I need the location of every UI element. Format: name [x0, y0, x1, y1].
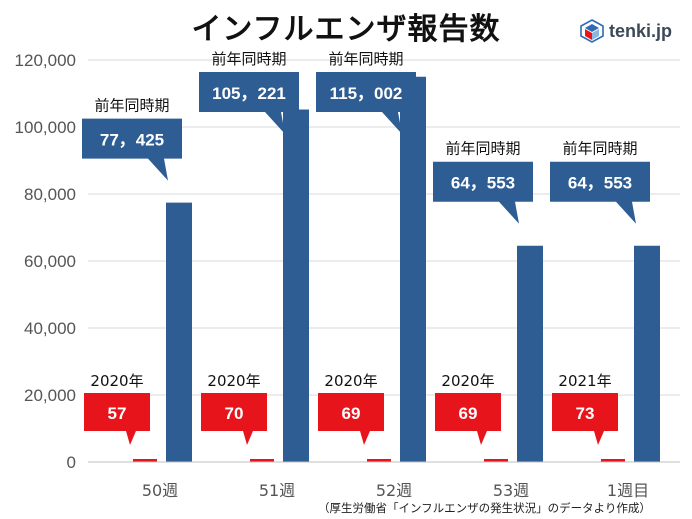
- current-value-label: 69: [342, 404, 361, 423]
- x-tick-label: 52週: [376, 481, 412, 500]
- current-year-label: 2020年: [207, 372, 260, 390]
- y-tick-label: 60,000: [24, 252, 76, 271]
- x-tick-label: 51週: [259, 481, 295, 500]
- previous-value-callout: [82, 118, 182, 181]
- y-tick-label: 80,000: [24, 185, 76, 204]
- previous-caption: 前年同時期: [328, 50, 403, 68]
- previous-caption: 前年同時期: [562, 140, 637, 158]
- chart-title: インフルエンザ報告数: [191, 12, 501, 47]
- brand-text: tenki.jp: [609, 20, 673, 41]
- previous-value-callout: [199, 72, 299, 134]
- tenki-logo-icon: [580, 19, 604, 43]
- current-year-label: 2020年: [90, 372, 143, 390]
- previous-caption: 前年同時期: [445, 140, 520, 158]
- current-value-callout: [435, 393, 501, 445]
- previous-value-label: 115，002: [330, 84, 403, 103]
- previous-year-bar: [517, 245, 543, 462]
- previous-year-bar: [400, 76, 426, 463]
- previous-value-label: 64，553: [568, 174, 632, 193]
- previous-year-bar: [283, 109, 309, 463]
- previous-year-bar: [634, 245, 660, 462]
- y-tick-label: 20,000: [24, 386, 76, 405]
- source-note: （厚生労働省「インフルエンザの発生状況」のデータより作成）: [318, 501, 651, 515]
- y-tick-label: 0: [67, 453, 76, 472]
- current-year-bar: [133, 459, 157, 462]
- current-value-label: 57: [108, 404, 127, 423]
- current-year-bar: [250, 459, 274, 462]
- previous-caption: 前年同時期: [211, 50, 286, 68]
- current-year-label: 2020年: [324, 372, 377, 390]
- previous-caption: 前年同時期: [94, 97, 169, 115]
- current-year-bar: [367, 459, 391, 462]
- current-year-bar: [484, 459, 508, 462]
- previous-value-label: 77，425: [100, 131, 164, 150]
- previous-value-callout: [433, 161, 533, 224]
- current-value-callout: [201, 393, 267, 445]
- current-year-bar: [601, 459, 625, 462]
- previous-value-label: 64，553: [451, 174, 515, 193]
- current-value-callout: [318, 393, 384, 445]
- previous-year-bar: [166, 202, 192, 462]
- previous-value-callout: [550, 161, 650, 224]
- x-tick-label: 1週目: [607, 481, 649, 500]
- y-tick-label: 120,000: [15, 51, 76, 70]
- current-value-label: 73: [576, 404, 595, 423]
- current-value-label: 70: [225, 404, 244, 423]
- current-value-label: 69: [459, 404, 478, 423]
- brand-logo: tenki.jp: [580, 16, 672, 46]
- y-tick-label: 100,000: [15, 118, 76, 137]
- current-value-callout: [552, 393, 618, 445]
- previous-value-label: 105，221: [212, 84, 286, 103]
- current-year-label: 2021年: [558, 372, 611, 390]
- y-tick-label: 40,000: [24, 319, 76, 338]
- x-tick-label: 50週: [142, 481, 178, 500]
- current-year-label: 2020年: [441, 372, 494, 390]
- current-value-callout: [84, 393, 150, 445]
- previous-value-callout: [316, 72, 416, 134]
- x-tick-label: 53週: [493, 481, 529, 500]
